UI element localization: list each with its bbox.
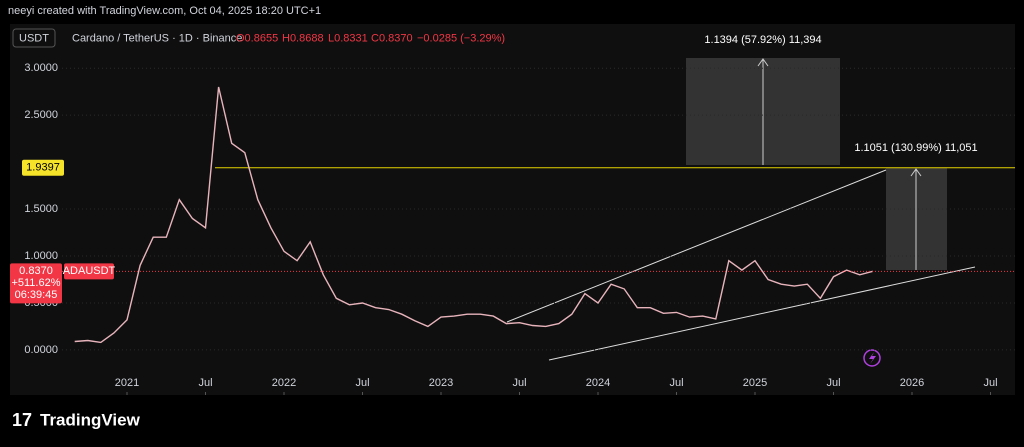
x-tick-label: 2022 xyxy=(272,377,296,389)
ohlc-high: H0.8688 xyxy=(282,32,324,44)
ohlc-open: O0.8655 xyxy=(236,32,278,44)
y-tick-label: 1.0000 xyxy=(24,250,58,262)
event-icon[interactable] xyxy=(863,349,881,367)
logo-mark: 17 xyxy=(12,410,32,430)
annotation: 1.1051 (130.99%) 11,051 xyxy=(854,142,977,154)
measure-arrow-head xyxy=(910,168,922,177)
y-tick-label: 0.0000 xyxy=(24,344,58,356)
level-label: 1.9397 xyxy=(26,162,60,174)
x-tick-label: 2023 xyxy=(429,377,453,389)
x-tick-label: Jul xyxy=(198,377,212,389)
y-tick-label: 2.5000 xyxy=(24,109,58,121)
countdown: 06:39:45 xyxy=(15,289,58,301)
last-price-label: 0.8370 xyxy=(19,265,53,277)
currency-button[interactable] xyxy=(12,28,56,48)
x-tick-label: 2025 xyxy=(743,377,767,389)
ohlc-low: L0.8331 xyxy=(328,32,368,44)
x-tick-label: Jul xyxy=(355,377,369,389)
trendline-upper xyxy=(506,169,887,323)
x-tick-label: Jul xyxy=(669,377,683,389)
credit: neeyi created with TradingView.com, Oct … xyxy=(8,5,321,17)
level-tag xyxy=(22,159,64,176)
price-tag xyxy=(10,263,62,304)
y-tick-label: 3.0000 xyxy=(24,62,58,74)
x-tick-label: 2024 xyxy=(586,377,610,389)
event-icon-bolt[interactable] xyxy=(869,352,876,364)
series-tag xyxy=(64,263,114,280)
price-line xyxy=(74,86,873,344)
footer-brand: TradingView xyxy=(40,410,141,429)
legend-entry: ADAUSDT xyxy=(63,265,116,277)
x-tick-label: 2026 xyxy=(900,377,924,389)
symbol: Cardano / TetherUS · 1D · Binance xyxy=(72,32,242,44)
x-tick-label: 2021 xyxy=(115,377,139,389)
chart-panel xyxy=(10,24,1015,395)
ohlc-close: C0.8370 xyxy=(371,32,413,44)
trendline-lower xyxy=(548,266,976,361)
x-tick-label: Jul xyxy=(512,377,526,389)
x-tick-label: Jul xyxy=(983,377,997,389)
last-change: +511.62% xyxy=(11,277,60,289)
measure-arrow-head xyxy=(757,58,769,67)
annotation: 1.1394 (57.92%) 11,394 xyxy=(704,34,821,46)
ohlc-change: −0.0285 (−3.29%) xyxy=(417,32,505,44)
currency[interactable]: USDT xyxy=(19,32,49,44)
x-tick-label: Jul xyxy=(826,377,840,389)
y-tick-label: 1.5000 xyxy=(24,203,58,215)
